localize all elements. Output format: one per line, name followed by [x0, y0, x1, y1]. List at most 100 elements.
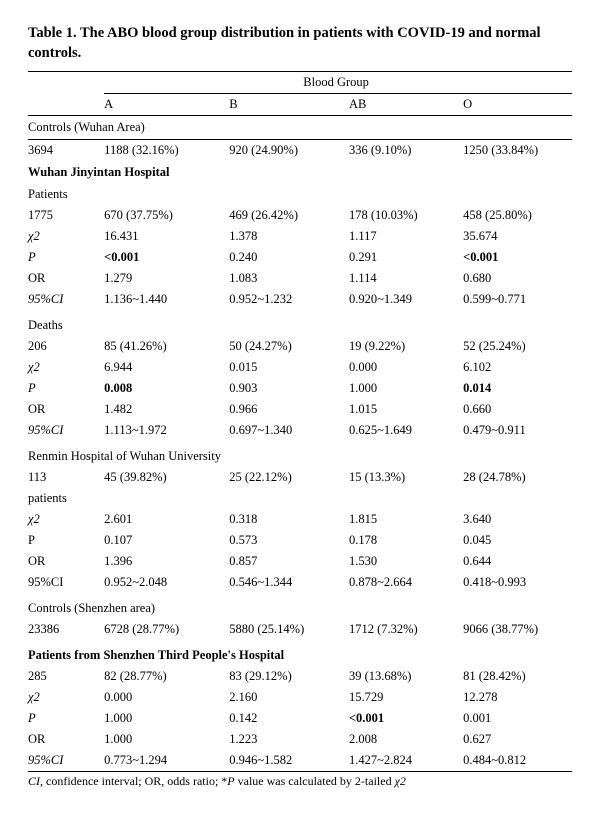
count-2-3: 52 (25.24%)	[463, 336, 572, 357]
ci-1-1: 0.952~1.232	[229, 289, 349, 310]
count-0-1: 920 (24.90%)	[229, 140, 349, 162]
chi2-2-2: 0.000	[349, 357, 463, 378]
header-col-0: A	[104, 94, 229, 116]
n-0: 3694	[28, 140, 104, 162]
or-5-0: 1.000	[104, 729, 229, 750]
chi2-3-2: 1.815	[349, 509, 463, 530]
p-2-label: P	[28, 378, 104, 399]
count-3-1: 25 (22.12%)	[229, 467, 349, 488]
ci-1-0: 1.136~1.440	[104, 289, 229, 310]
chi2-2-0: 6.944	[104, 357, 229, 378]
or-3-1: 0.857	[229, 551, 349, 572]
header-col-3: O	[463, 94, 572, 116]
chi2-3-label: χ2	[28, 509, 104, 530]
data-table: Blood GroupABABOControls (Wuhan Area)369…	[28, 71, 572, 772]
p-2-2: 1.000	[349, 378, 463, 399]
p-2-0: 0.008	[104, 378, 229, 399]
count-1-2: 178 (10.03%)	[349, 205, 463, 226]
subheading-1: Patients	[28, 184, 572, 205]
count-0-0: 1188 (32.16%)	[104, 140, 229, 162]
ci-5-3: 0.484~0.812	[463, 750, 572, 772]
ci-2-0: 1.113~1.972	[104, 420, 229, 441]
ci-2-label: 95%CI	[28, 420, 104, 441]
section-heading-0: Controls (Wuhan Area)	[28, 116, 572, 140]
or-1-2: 1.114	[349, 268, 463, 289]
p-5-3: 0.001	[463, 708, 572, 729]
ci-5-label: 95%CI	[28, 750, 104, 772]
or-3-label: OR	[28, 551, 104, 572]
or-5-label: OR	[28, 729, 104, 750]
ci-3-2: 0.878~2.664	[349, 572, 463, 593]
p-5-label: P	[28, 708, 104, 729]
chi2-5-3: 12.278	[463, 687, 572, 708]
section-heading-5: Patients from Shenzhen Third People's Ho…	[28, 640, 572, 666]
count-4-1: 5880 (25.14%)	[229, 619, 349, 640]
section-heading-3: Renmin Hospital of Wuhan University	[28, 441, 572, 467]
count-5-2: 39 (13.68%)	[349, 666, 463, 687]
or-3-2: 1.530	[349, 551, 463, 572]
p-1-0: <0.001	[104, 247, 229, 268]
p-5-0: 1.000	[104, 708, 229, 729]
n-4: 23386	[28, 619, 104, 640]
section-heading-1: Wuhan Jinyintan Hospital	[28, 161, 572, 184]
ci-1-label: 95%CI	[28, 289, 104, 310]
chi2-1-1: 1.378	[229, 226, 349, 247]
chi2-5-1: 2.160	[229, 687, 349, 708]
or-1-3: 0.680	[463, 268, 572, 289]
chi2-1-label: χ2	[28, 226, 104, 247]
count-4-3: 9066 (38.77%)	[463, 619, 572, 640]
ci-2-1: 0.697~1.340	[229, 420, 349, 441]
count-4-2: 1712 (7.32%)	[349, 619, 463, 640]
n-1: 1775	[28, 205, 104, 226]
ci-2-2: 0.625~1.649	[349, 420, 463, 441]
ci-1-3: 0.599~0.771	[463, 289, 572, 310]
count-2-2: 19 (9.22%)	[349, 336, 463, 357]
p-5-2: <0.001	[349, 708, 463, 729]
header-col-1: B	[229, 94, 349, 116]
or-1-label: OR	[28, 268, 104, 289]
or-2-label: OR	[28, 399, 104, 420]
or-5-3: 0.627	[463, 729, 572, 750]
chi2-5-0: 0.000	[104, 687, 229, 708]
count-3-3: 28 (24.78%)	[463, 467, 572, 488]
ci-3-0: 0.952~2.048	[104, 572, 229, 593]
or-3-0: 1.396	[104, 551, 229, 572]
chi2-1-3: 35.674	[463, 226, 572, 247]
or-2-2: 1.015	[349, 399, 463, 420]
ci-5-2: 1.427~2.824	[349, 750, 463, 772]
p-1-1: 0.240	[229, 247, 349, 268]
section-heading-4: Controls (Shenzhen area)	[28, 593, 572, 619]
chi2-2-label: χ2	[28, 357, 104, 378]
p-1-2: 0.291	[349, 247, 463, 268]
chi2-5-label: χ2	[28, 687, 104, 708]
chi2-5-2: 15.729	[349, 687, 463, 708]
subheading-2: Deaths	[28, 310, 572, 336]
count-1-0: 670 (37.75%)	[104, 205, 229, 226]
count-2-0: 85 (41.26%)	[104, 336, 229, 357]
chi2-1-2: 1.117	[349, 226, 463, 247]
ci-3-label: 95%CI	[28, 572, 104, 593]
ci-3-3: 0.418~0.993	[463, 572, 572, 593]
count-5-0: 82 (28.77%)	[104, 666, 229, 687]
or-2-3: 0.660	[463, 399, 572, 420]
header-group-label: Blood Group	[104, 72, 572, 94]
count-3-0: 45 (39.82%)	[104, 467, 229, 488]
count-1-1: 469 (26.42%)	[229, 205, 349, 226]
header-col-2: AB	[349, 94, 463, 116]
ci-1-2: 0.920~1.349	[349, 289, 463, 310]
ci-5-1: 0.946~1.582	[229, 750, 349, 772]
or-2-1: 0.966	[229, 399, 349, 420]
count-4-0: 6728 (28.77%)	[104, 619, 229, 640]
count-1-3: 458 (25.80%)	[463, 205, 572, 226]
n2-3: patients	[28, 488, 104, 509]
or-1-0: 1.279	[104, 268, 229, 289]
p-3-1: 0.573	[229, 530, 349, 551]
or-3-3: 0.644	[463, 551, 572, 572]
ci-5-0: 0.773~1.294	[104, 750, 229, 772]
n-5: 285	[28, 666, 104, 687]
table-footnote: CI, confidence interval; OR, odds ratio;…	[28, 772, 572, 789]
p-2-3: 0.014	[463, 378, 572, 399]
ci-3-1: 0.546~1.344	[229, 572, 349, 593]
n-2: 206	[28, 336, 104, 357]
p-5-1: 0.142	[229, 708, 349, 729]
